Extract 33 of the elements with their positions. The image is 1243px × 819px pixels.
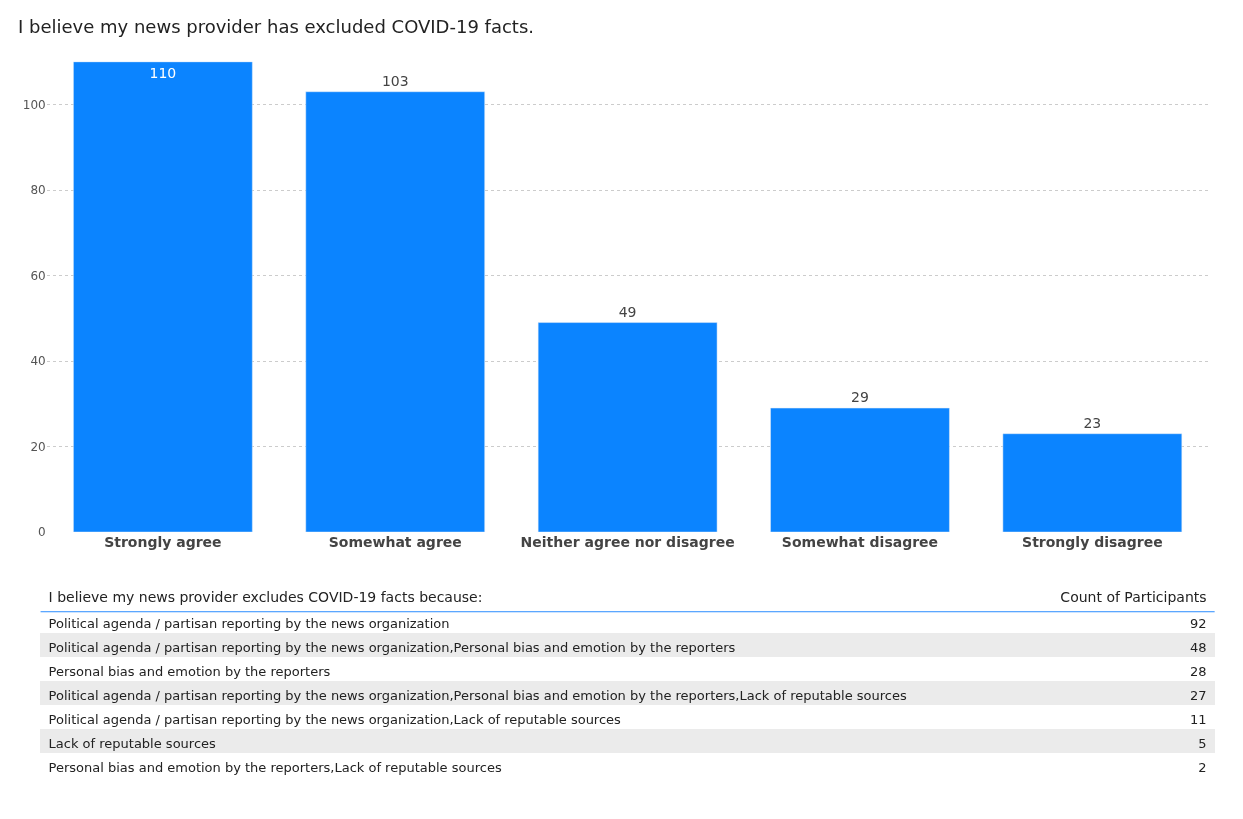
data-label: 27 — [1190, 687, 1207, 703]
y-tick-label: 40 — [30, 354, 46, 369]
chart-title: I believe my news provider has excluded COVID-19 facts. — [18, 16, 535, 37]
data-label: 92 — [1190, 615, 1207, 631]
y-tick-label: 60 — [30, 268, 46, 283]
y-tick-label: 100 — [22, 97, 46, 112]
y-tick-label: 20 — [30, 439, 46, 454]
x-tick-label: Somewhat agree — [328, 534, 462, 551]
data-label: 48 — [1190, 639, 1207, 655]
x-tick-label: Neither agree nor disagree — [520, 534, 735, 551]
data-label: 110 — [149, 64, 177, 81]
data-label: 23 — [1083, 414, 1102, 431]
category-label: Political agenda / partisan reporting by the news organization,Personal bias and emotion by the reporters — [48, 639, 736, 655]
data-label: 5 — [1198, 735, 1207, 751]
x-tick-label: Strongly disagree — [1022, 534, 1163, 551]
category-label: Lack of reputable sources — [48, 735, 217, 751]
data-label: 29 — [851, 389, 869, 406]
category-label: Personal bias and emotion by the reporters — [48, 663, 331, 679]
category-label: Personal bias and emotion by the reporters,Lack of reputable sources — [48, 759, 502, 775]
x-tick-label: Somewhat disagree — [781, 534, 939, 551]
category-label: Political agenda / partisan reporting by the news organization,Lack of reputable sources — [48, 711, 622, 727]
y-tick-label: 80 — [30, 183, 46, 198]
x-tick-label: Strongly agree — [104, 534, 222, 551]
data-label: 11 — [1190, 711, 1207, 727]
data-label: 2 — [1198, 759, 1207, 775]
text: Count of Participants — [1060, 589, 1207, 606]
data-label: 49 — [618, 303, 637, 320]
data-label: 28 — [1190, 663, 1207, 679]
text: I believe my news provider excludes COVID-19 facts because: — [48, 589, 483, 606]
category-label: Political agenda / partisan reporting by the news organization — [48, 615, 450, 631]
data-label: 103 — [381, 72, 409, 89]
category-label: Political agenda / partisan reporting by the news organization,Personal bias and emotion by the reporters,Lack of reputable sources — [48, 687, 907, 703]
y-tick-label: 0 — [38, 525, 46, 540]
